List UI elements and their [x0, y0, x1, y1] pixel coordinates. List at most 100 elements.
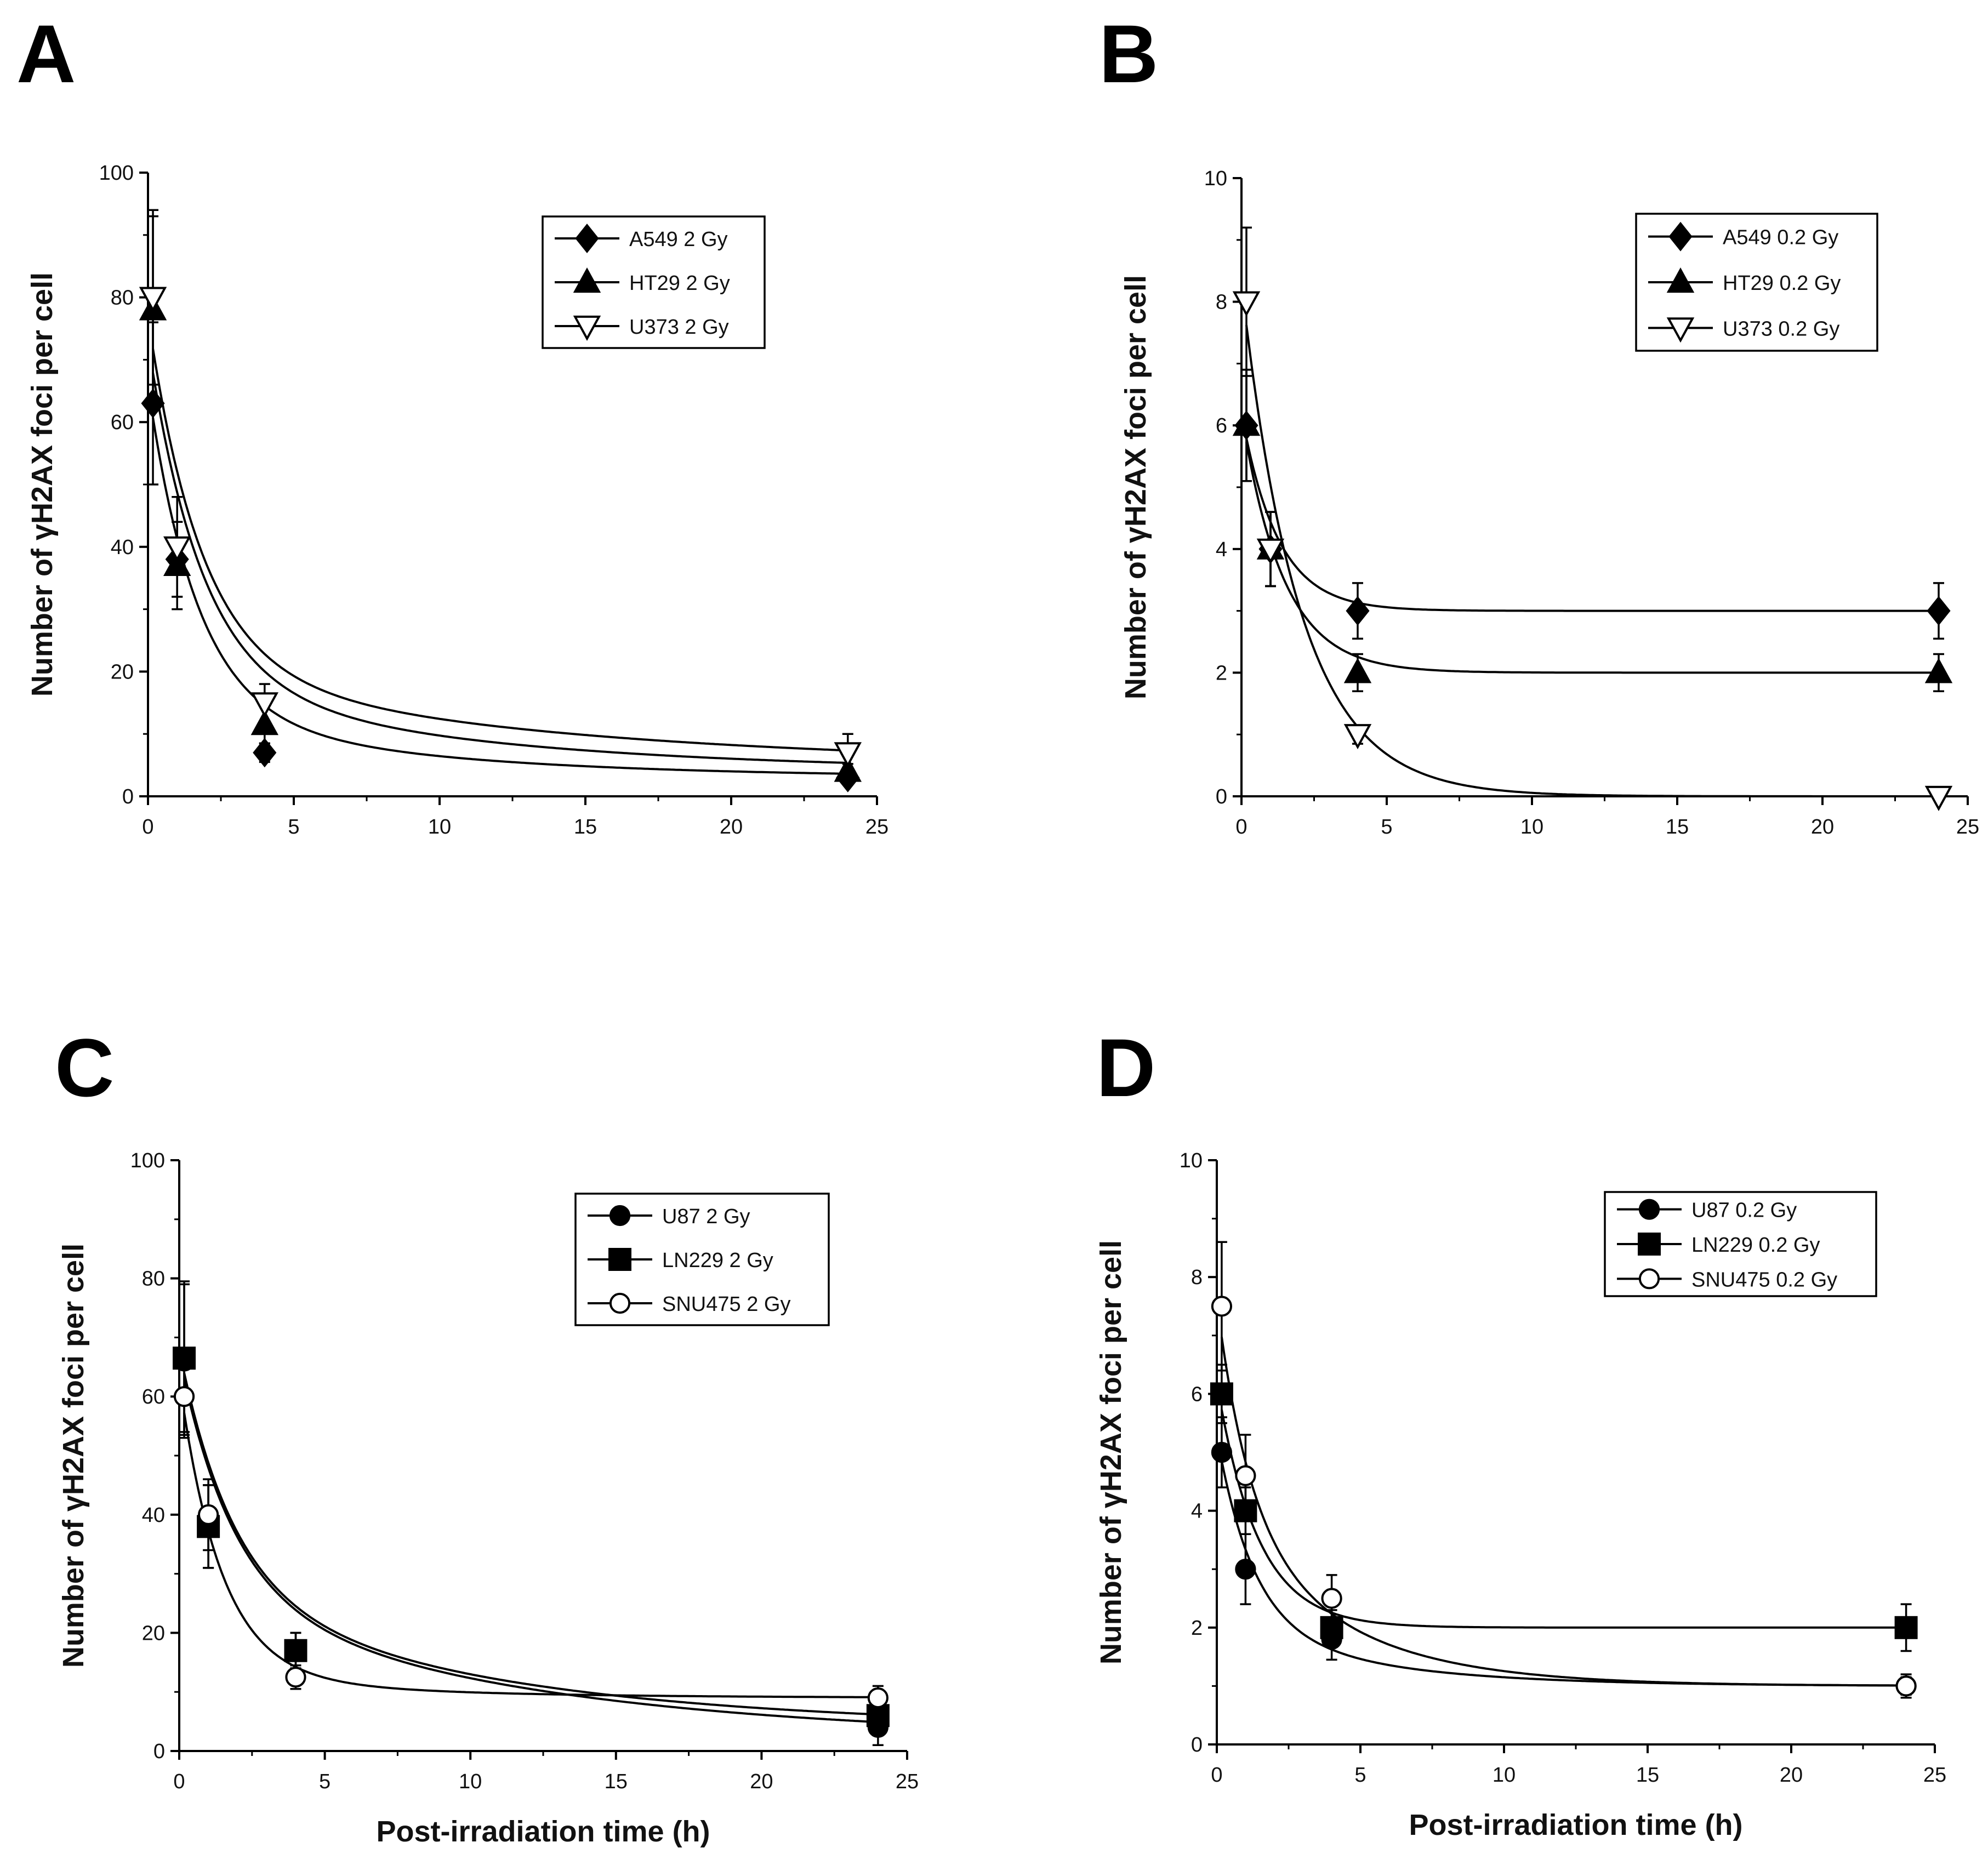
- legend-marker: [609, 1292, 631, 1314]
- legend-label: HT29 0.2 Gy: [1723, 272, 1841, 295]
- series-u373-0-2-gy: [1232, 226, 1953, 811]
- series-fit-line: [1245, 442, 1937, 674]
- legend-marker: [573, 315, 601, 341]
- series-snu475-2-gy: [173, 1360, 888, 1711]
- series-a549-0-2-gy: [1234, 368, 1951, 640]
- x-axis-title: Post-irradiation time (h): [376, 1815, 710, 1848]
- x-tick-label: 0: [1211, 1764, 1222, 1787]
- panel-letter: A: [16, 8, 76, 100]
- y-tick-label: 60: [111, 411, 134, 434]
- y-tick-label: 2: [1191, 1617, 1203, 1640]
- legend-label: A549 2 Gy: [629, 228, 728, 251]
- series-fit-line: [152, 417, 846, 775]
- series-u87-0-2-gy: [1211, 1416, 1917, 1699]
- y-tick-label: 6: [1191, 1383, 1203, 1406]
- x-tick-label: 15: [574, 815, 597, 839]
- data-point: [163, 536, 191, 562]
- legend-label: U87 2 Gy: [662, 1205, 750, 1228]
- series-ln229-0-2-gy: [1210, 1364, 1918, 1652]
- y-axis-title: Number of γH2AX foci per cell: [57, 1244, 90, 1668]
- x-tick-label: 10: [459, 1770, 482, 1793]
- data-point: [1320, 1616, 1343, 1639]
- series-ht29-0-2-gy: [1232, 368, 1953, 692]
- y-tick-label: 100: [99, 162, 134, 185]
- data-point: [253, 738, 277, 768]
- x-tick-label: 25: [865, 815, 888, 839]
- x-tick-label: 15: [1636, 1764, 1659, 1787]
- x-tick-label: 20: [1811, 815, 1834, 839]
- legend-marker: [1638, 1233, 1661, 1256]
- data-point: [139, 287, 167, 312]
- y-tick-label: 20: [142, 1622, 165, 1645]
- legend-marker: [1638, 1199, 1660, 1220]
- x-tick-label: 10: [1520, 815, 1543, 839]
- legend-label: SNU475 2 Gy: [662, 1293, 790, 1316]
- data-point: [1211, 1296, 1233, 1317]
- x-tick-label: 25: [896, 1770, 919, 1793]
- legend-label: SNU475 0.2 Gy: [1691, 1268, 1837, 1291]
- y-tick-label: 80: [111, 287, 134, 310]
- x-tick-label: 5: [288, 815, 299, 839]
- y-tick-label: 4: [1191, 1500, 1203, 1523]
- y-axis-title: Number of γH2AX foci per cell: [26, 272, 59, 697]
- legend-label: LN229 2 Gy: [662, 1249, 773, 1272]
- x-tick-label: 10: [428, 815, 451, 839]
- legend: U87 2 Gy LN229 2 Gy SNU475 2 Gy: [574, 1193, 830, 1326]
- legend-marker: [609, 1205, 631, 1227]
- x-axis-title: Post-irradiation time (h): [1409, 1809, 1742, 1841]
- series-ln229-2-gy: [173, 1280, 890, 1735]
- data-point: [1232, 410, 1261, 436]
- y-tick-label: 8: [1191, 1266, 1203, 1289]
- y-tick-label: 10: [1180, 1149, 1203, 1172]
- legend-marker: [1638, 1268, 1660, 1290]
- legend: A549 2 Gy HT29 2 Gy U373 2 Gy: [542, 215, 766, 349]
- legend-label: LN229 0.2 Gy: [1691, 1234, 1820, 1257]
- y-axis-title: Number of γH2AX foci per cell: [1095, 1240, 1127, 1664]
- x-tick-label: 20: [1780, 1764, 1803, 1787]
- y-tick-label: 0: [1216, 785, 1227, 808]
- data-point: [173, 1386, 195, 1407]
- series-fit-line: [152, 372, 846, 764]
- series-fit-line: [183, 1378, 876, 1724]
- x-tick-label: 15: [605, 1770, 628, 1793]
- legend-marker: [573, 267, 601, 293]
- series-u373-2-gy: [139, 209, 862, 773]
- series-fit-line: [183, 1372, 876, 1716]
- data-point: [1924, 785, 1953, 811]
- y-tick-label: 8: [1216, 291, 1227, 314]
- legend-label: A549 0.2 Gy: [1723, 226, 1838, 249]
- series-fit-line: [1220, 1337, 1904, 1687]
- y-tick-label: 40: [111, 536, 134, 559]
- x-tick-label: 20: [750, 1770, 773, 1793]
- x-tick-label: 20: [720, 815, 743, 839]
- y-tick-label: 60: [142, 1385, 165, 1408]
- legend-label: U373 0.2 Gy: [1723, 317, 1839, 340]
- legend-marker: [1666, 267, 1695, 293]
- x-tick-label: 5: [1354, 1764, 1366, 1787]
- x-tick-label: 10: [1493, 1764, 1516, 1787]
- series-u87-2-gy: [173, 1283, 888, 1746]
- panel-b: B 0 2 4 6 8 10 0 5 10 15 20 25 Number of γH2AX foci p…: [1099, 8, 1979, 839]
- data-point: [1343, 724, 1372, 750]
- panel-d: D 0 2 4 6 8 10 0 5 10 15 20 25 Number of γH2AX foci p…: [1095, 1022, 1946, 1841]
- legend-marker: [1668, 221, 1693, 252]
- legend-marker: [575, 224, 599, 253]
- y-tick-label: 40: [142, 1504, 165, 1527]
- data-point: [198, 1504, 219, 1525]
- y-tick-label: 100: [130, 1149, 165, 1172]
- x-tick-label: 0: [142, 815, 153, 839]
- panel-a: A 0 20 40 60 80 100 0 5 10 15 20 25 Number of γH2AX f…: [16, 8, 888, 839]
- y-axis-title: Number of γH2AX foci per cell: [1119, 275, 1152, 699]
- x-tick-label: 0: [1235, 815, 1247, 839]
- data-point: [285, 1667, 306, 1688]
- data-point: [1924, 658, 1953, 683]
- y-tick-label: 20: [111, 660, 134, 683]
- data-point: [1895, 1675, 1917, 1697]
- x-tick-label: 5: [319, 1770, 331, 1793]
- data-point: [1321, 1588, 1342, 1609]
- x-tick-label: 5: [1381, 815, 1392, 839]
- data-point: [250, 692, 279, 718]
- panel-c: C 0 20 40 60 80 100 0 5 10 15 20 25 Number of γH2AX f…: [55, 1022, 919, 1848]
- data-point: [1256, 538, 1285, 564]
- x-tick-label: 15: [1666, 815, 1689, 839]
